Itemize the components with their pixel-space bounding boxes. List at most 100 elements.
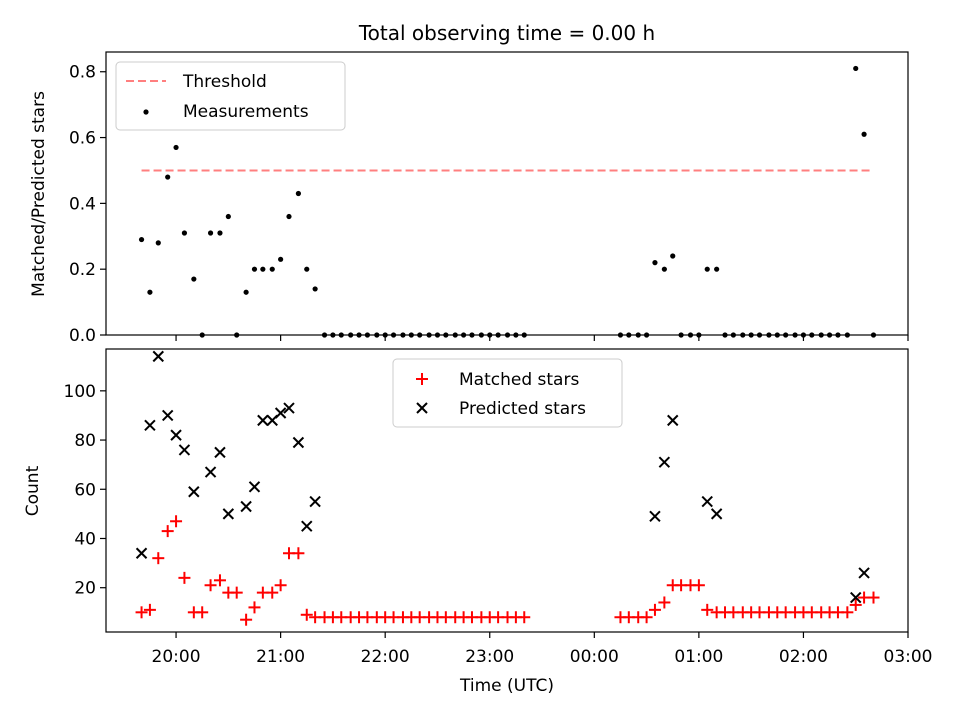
measurement-point xyxy=(243,289,249,295)
matched-star-point xyxy=(292,547,305,560)
bottom-y-tick-label: 20 xyxy=(74,579,96,599)
matched-star-point xyxy=(213,574,226,587)
measurement-point xyxy=(861,131,867,137)
x-tick-label: 20:00 xyxy=(152,647,201,667)
measurement-point xyxy=(217,230,223,236)
predicted-star-point xyxy=(301,520,313,532)
x-tick-label: 21:00 xyxy=(256,647,305,667)
top-panel-title: Total observing time = 0.00 h xyxy=(358,21,655,45)
predicted-star-point xyxy=(274,407,287,419)
top-legend-box xyxy=(115,61,346,131)
bottom-panel-y-axis-label: Count xyxy=(23,465,43,516)
bottom-legend: Matched stars Predicted stars xyxy=(392,358,623,428)
measurement-point xyxy=(312,286,318,292)
matched-star-point xyxy=(701,603,714,616)
bottom-y-tick-label: 40 xyxy=(74,529,96,549)
predicted-star-point xyxy=(309,495,321,508)
matched-star-point xyxy=(300,608,313,621)
top-legend: Threshold Measurements xyxy=(115,61,346,131)
matched-star-point xyxy=(240,613,253,626)
measurement-point xyxy=(853,65,859,72)
matched-star-point xyxy=(648,603,661,616)
matched-star-point xyxy=(161,525,174,538)
top-panel-frame xyxy=(105,51,909,336)
bottom-panel-frame xyxy=(105,348,909,633)
matched-star-point xyxy=(152,552,165,565)
predicted-star-point xyxy=(850,591,862,604)
predicted-stars-layer xyxy=(135,350,870,604)
x-tick-label: 00:00 xyxy=(570,647,619,667)
matched-star-point xyxy=(248,601,261,614)
matched-star-point xyxy=(266,586,279,599)
legend-predicted-swatch xyxy=(416,402,428,414)
legend-measurements-swatch xyxy=(143,109,149,115)
legend-predicted-label: Predicted stars xyxy=(459,399,586,419)
top-y-tick-label: 0.6 xyxy=(69,129,96,149)
measurement-point xyxy=(652,260,658,266)
measurement-point xyxy=(165,174,171,180)
x-tick-label: 01:00 xyxy=(674,647,723,667)
x-tick-label: 22:00 xyxy=(361,647,410,667)
predicted-star-point xyxy=(170,429,182,441)
legend-matched-label: Matched stars xyxy=(459,370,579,390)
predicted-star-point xyxy=(658,456,671,468)
predicted-star-point xyxy=(152,350,164,363)
matched-star-point xyxy=(849,598,862,611)
predicted-star-point xyxy=(292,436,305,449)
measurement-point xyxy=(714,266,720,272)
bottom-y-tick-label: 80 xyxy=(74,431,96,451)
matched-star-point xyxy=(135,606,148,619)
matched-star-point xyxy=(841,606,854,619)
measurement-point xyxy=(207,230,214,236)
predicted-star-point xyxy=(222,508,235,520)
matched-star-point xyxy=(230,586,243,599)
predicted-star-point xyxy=(178,444,191,456)
predicted-star-point xyxy=(240,500,252,513)
x-tick-label: 23:00 xyxy=(465,647,514,667)
top-y-tick-label: 0.4 xyxy=(69,194,96,214)
matched-star-point xyxy=(204,579,217,592)
measurement-point xyxy=(260,266,266,272)
measurement-point xyxy=(225,213,231,220)
measurement-point xyxy=(138,236,145,243)
top-y-tick-label: 0.8 xyxy=(69,63,96,83)
matched-star-point xyxy=(692,579,705,592)
predicted-star-point xyxy=(283,402,295,414)
matched-star-point xyxy=(518,611,531,624)
predicted-star-point xyxy=(667,414,679,427)
bottom-y-tick-label: 100 xyxy=(64,382,96,402)
matched-star-point xyxy=(143,603,156,616)
bottom-y-tick-label: 60 xyxy=(74,480,96,500)
measurement-point xyxy=(670,253,676,259)
bottom-panel-ticks: 20 40 60 80 100 20:00 21:00 22:00 23:00 00:00 01:0… xyxy=(64,382,933,667)
matched-star-point xyxy=(196,606,209,619)
measurement-point xyxy=(155,240,161,246)
predicted-star-point xyxy=(135,547,148,559)
matched-stars-layer xyxy=(135,515,880,626)
predicted-star-point xyxy=(701,495,713,508)
measurement-point xyxy=(295,190,301,197)
x-axis-label: Time (UTC) xyxy=(459,676,554,696)
top-y-tick-label: 0.2 xyxy=(69,260,96,280)
matched-star-point xyxy=(658,596,671,609)
measurement-point xyxy=(173,144,179,151)
x-tick-label: 02:00 xyxy=(779,647,828,667)
matched-star-point xyxy=(178,571,191,584)
predicted-star-point xyxy=(649,510,661,523)
measurement-point xyxy=(191,276,197,282)
predicted-star-point xyxy=(214,446,226,459)
bottom-panel: Count Time (UTC) 20 40 60 80 100 20:00 21:00 22… xyxy=(23,348,933,696)
legend-matched-swatch xyxy=(416,373,428,385)
measurement-point xyxy=(661,266,667,272)
legend-threshold-label: Threshold xyxy=(182,72,267,92)
legend-measurements-label: Measurements xyxy=(183,102,309,122)
bottom-legend-box xyxy=(392,358,623,428)
matched-star-point xyxy=(640,611,653,624)
measurement-point xyxy=(251,266,258,272)
measurement-point xyxy=(304,266,310,272)
measurement-point xyxy=(286,213,292,220)
matched-star-point xyxy=(867,591,880,604)
predicted-star-point xyxy=(144,419,156,431)
matched-star-point xyxy=(170,515,183,528)
